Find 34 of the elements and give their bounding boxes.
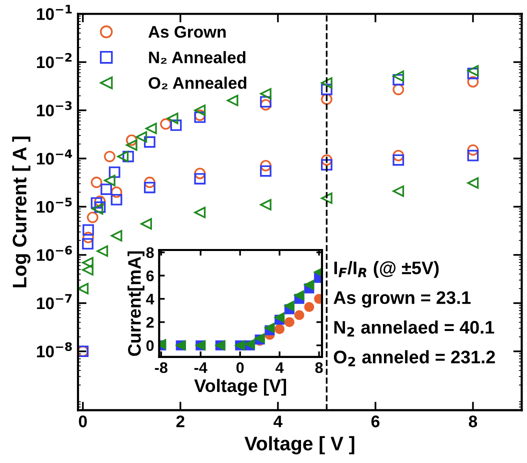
x-tick-label: 6 [371,416,380,428]
y-tick-label: 10$^{−3}$ [37,101,72,116]
x-tick-label: -4 [194,362,208,373]
annotation: As grown = 23.1 [334,291,471,308]
y-tick-label: 10$^{−2}$ [37,52,72,68]
y-tick-label: 4 [146,294,154,304]
y-tick-label: 10$^{−1}$ [37,4,72,20]
y-tick-label: 10$^{−7}$ [37,294,72,310]
x-axis-title: Voltage [ V ] [244,436,354,454]
y-tick-label: 0 [146,340,154,352]
y-axis-title: Current[mA] [128,251,144,356]
legend-label: As Grown [148,26,226,38]
x-tick-label: 0 [236,362,244,374]
legend-label: N₂ Annealed [149,51,246,64]
annotation: N$_{2}$ annelaed = 40.1 [334,320,494,337]
y-tick-label: 10$^{−6}$ [37,246,72,261]
x-tick-label: 2 [176,416,184,428]
y-tick-label: 6 [146,270,154,282]
x-tick-label: 4 [274,416,282,428]
x-tick-label: -8 [154,362,168,374]
x-axis-title: Voltage [V] [194,378,286,396]
annotation: O$_{2}$ anneled = 231.2 [334,350,495,366]
y-tick-label: 10$^{−8}$ [37,342,72,358]
x-tick-label: 8 [468,416,478,428]
y-tick-label: 2 [146,316,154,328]
y-axis-title: Log Current [ A ] [12,136,30,288]
y-tick-label: 10$^{−4}$ [37,150,72,165]
x-tick-label: 8 [315,362,323,374]
y-tick-label: 8 [146,247,154,258]
annotation: I$_{F}$/I$_{R}$ (@ ±5V) [334,261,439,278]
x-tick-label: 4 [276,362,284,373]
x-tick-label: 0 [78,416,87,428]
y-tick-label: 10$^{−5}$ [37,198,72,213]
legend-label: O₂ Annealed [148,76,246,90]
